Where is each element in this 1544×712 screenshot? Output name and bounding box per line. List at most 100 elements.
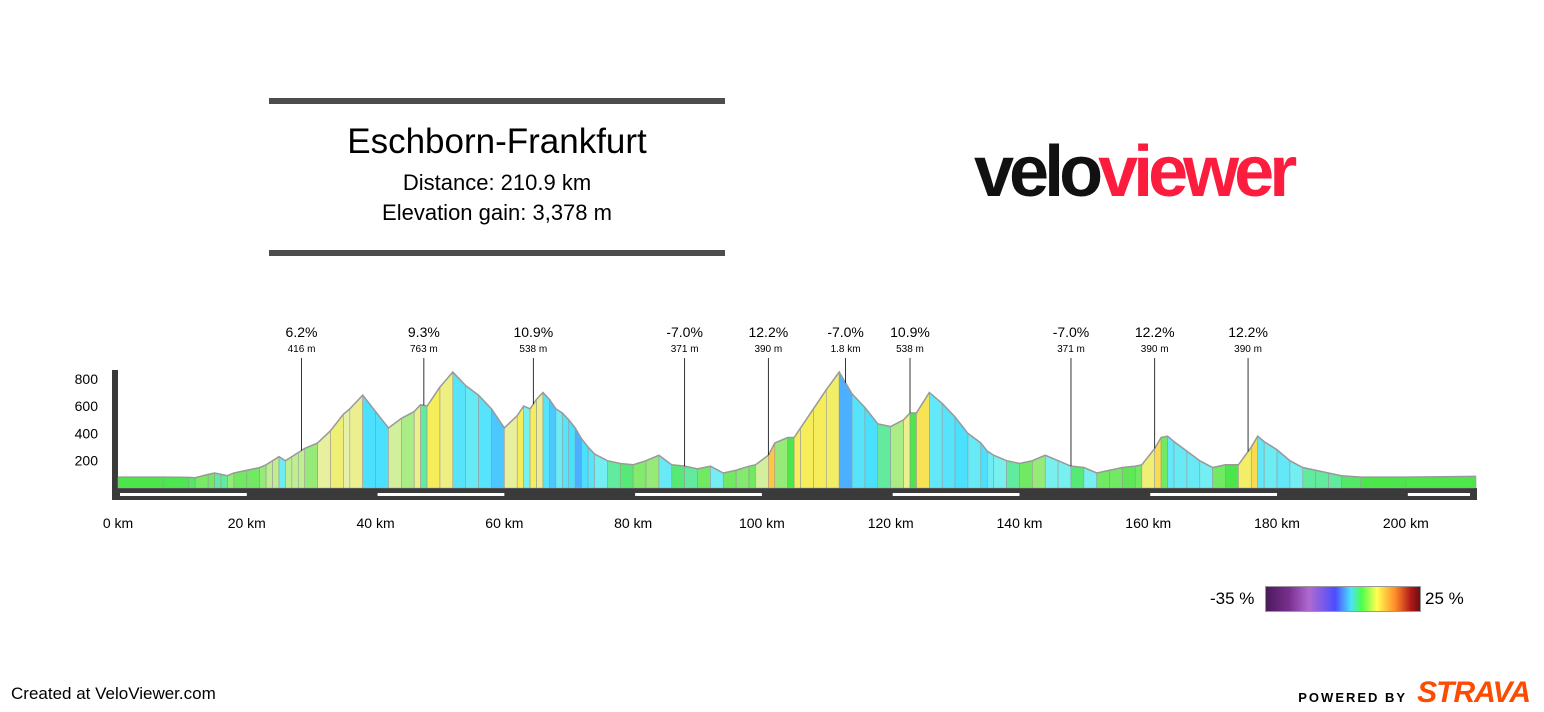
distance-marker [892, 493, 1020, 496]
profile-segment [542, 391, 550, 489]
profile-segment [349, 394, 363, 489]
distance-marker [1150, 493, 1278, 496]
profile-segment [909, 412, 917, 489]
profile-segment [304, 442, 318, 489]
x-tick-label: 80 km [614, 515, 652, 531]
profile-segment [607, 460, 621, 489]
profile-segment [491, 407, 505, 489]
profile-segment [561, 412, 570, 489]
profile-segment [1122, 465, 1136, 489]
profile-segment [297, 447, 306, 489]
profile-segment [536, 391, 544, 489]
profile-segment [465, 385, 479, 489]
profile-segment [825, 371, 840, 489]
profile-segment [986, 450, 995, 489]
profile-segment [420, 404, 428, 489]
profile-segment [1173, 441, 1188, 489]
annotation-grade: -7.0% [1053, 324, 1090, 340]
annotation-length: 371 m [671, 344, 699, 355]
x-tick-label: 40 km [357, 515, 395, 531]
profile-segment [1019, 460, 1033, 489]
legend-min-label: -35 % [1210, 589, 1255, 608]
profile-segment [1160, 435, 1168, 489]
profile-segment [413, 403, 421, 489]
profile-segment [343, 408, 351, 489]
profile-segment [1405, 476, 1477, 489]
annotation-length: 763 m [410, 344, 438, 355]
x-tick-label: 120 km [868, 515, 914, 531]
profile-segment [864, 406, 879, 489]
profile-segment [1141, 447, 1155, 489]
annotation-grade: -7.0% [666, 324, 703, 340]
logo-part-velo: velo [974, 132, 1103, 212]
profile-segment [439, 371, 454, 489]
annotation-grade: 9.3% [408, 324, 440, 340]
profile-segment [851, 393, 866, 489]
profile-segment [1212, 464, 1226, 489]
profile-segment [903, 412, 911, 489]
profile-segment [285, 456, 293, 489]
profile-segment [1135, 464, 1143, 489]
profile-segment [954, 416, 969, 489]
elevation-profile-chart: 0 km 20 km 40 km 60 km 80 km 100 km 120 km 140 … [75, 324, 1477, 531]
profile-segment [1225, 464, 1239, 489]
annotation-length: 1.8 km [831, 344, 861, 355]
title-rule-bottom [269, 250, 725, 256]
profile-segment [800, 407, 814, 489]
profile-segment [162, 476, 190, 489]
created-at-text[interactable]: Created at VeloViewer.com [11, 684, 216, 703]
distance-marker [377, 493, 505, 496]
annotation-length: 538 m [519, 344, 547, 355]
profile-segment [774, 437, 788, 489]
profile-segment [697, 465, 711, 489]
profile-segment [549, 398, 557, 489]
profile-segment [1257, 435, 1265, 489]
y-tick-label: 400 [75, 425, 99, 441]
profile-segment [516, 405, 524, 489]
profile-segment [330, 413, 344, 489]
distance-marker [1407, 493, 1470, 496]
annotation-length: 538 m [896, 344, 924, 355]
profile-segment [523, 405, 531, 489]
profile-segment [401, 411, 415, 489]
profile-segment [1360, 476, 1407, 489]
annotation-length: 416 m [288, 344, 316, 355]
x-tick-label: 0 km [103, 515, 133, 531]
gradient-color-bar [1265, 586, 1421, 612]
profile-segment [555, 408, 563, 489]
profile-segment [813, 388, 827, 489]
profile-segment [1070, 465, 1085, 489]
x-tick-label: 60 km [485, 515, 523, 531]
profile-segment [787, 437, 795, 489]
profile-segment [207, 472, 215, 489]
profile-segment [1167, 435, 1175, 489]
veloviewer-logo: veloviewer [974, 136, 1297, 208]
profile-segment [619, 463, 634, 489]
y-axis-bar [112, 370, 118, 488]
profile-segment [272, 456, 280, 489]
y-tick-label: 600 [75, 398, 99, 414]
y-tick-label: 800 [75, 371, 99, 387]
profile-segment [1238, 446, 1252, 489]
legend-max-label: 25 % [1425, 589, 1464, 608]
profile-segment [1154, 436, 1162, 489]
profile-segment [214, 472, 222, 489]
annotation-length: 390 m [754, 344, 782, 355]
powered-by-strava[interactable]: POWERED BY STRAVA [1298, 676, 1531, 710]
x-tick-label: 20 km [228, 515, 266, 531]
profile-segment [259, 464, 267, 489]
x-tick-label: 200 km [1383, 515, 1429, 531]
annotation-grade: 12.2% [748, 324, 788, 340]
profile-segment [671, 464, 685, 489]
annotation-length: 390 m [1141, 344, 1169, 355]
annotation-length: 390 m [1234, 344, 1262, 355]
annotation-grade: 12.2% [1135, 324, 1175, 340]
gradient-legend: -35 % 25 % [1200, 586, 1480, 612]
profile-segment [684, 465, 698, 489]
profile-segment [1006, 460, 1020, 489]
profile-segment [529, 398, 537, 489]
profile-segment [291, 451, 299, 489]
profile-segment [890, 419, 904, 489]
title-block: Eschborn-Frankfurt Distance: 210.9 km El… [269, 98, 725, 258]
profile-segment [478, 394, 492, 489]
